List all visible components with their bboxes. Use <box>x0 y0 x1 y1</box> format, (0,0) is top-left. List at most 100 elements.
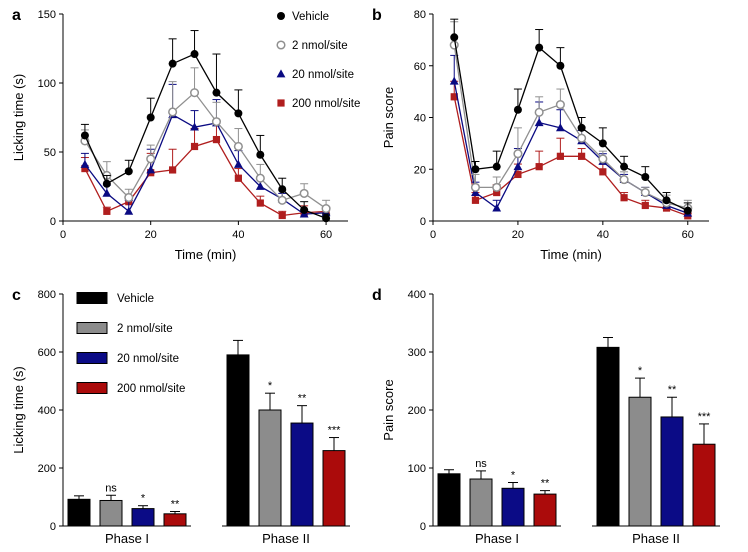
data-point <box>471 196 480 204</box>
x-axis-title: Time (min) <box>175 247 237 262</box>
legend-swatch <box>76 382 108 394</box>
data-point <box>599 168 607 176</box>
x-tick-label: 40 <box>232 229 244 241</box>
bar <box>628 396 652 527</box>
data-point <box>124 192 134 203</box>
bar <box>469 478 493 527</box>
significance-label: * <box>141 493 146 505</box>
data-point <box>450 93 458 101</box>
data-point <box>598 154 608 164</box>
panel-letter: b <box>372 7 382 24</box>
significance-label: * <box>268 380 273 392</box>
significance-label: ** <box>171 499 180 511</box>
data-point <box>662 196 671 205</box>
x-tick-label: 60 <box>682 229 694 241</box>
series-vehicle <box>450 18 692 215</box>
bar <box>596 346 620 527</box>
data-point <box>556 61 565 70</box>
data-point <box>278 185 287 194</box>
data-point <box>555 100 565 110</box>
y-tick-label: 0 <box>420 216 426 228</box>
legend-swatch <box>76 292 108 304</box>
series-line <box>84 138 327 217</box>
significance-label: ** <box>668 384 677 396</box>
data-point <box>640 187 650 198</box>
data-point <box>102 179 111 188</box>
data-point <box>450 33 459 42</box>
series-20-nmol-site <box>449 54 693 217</box>
legend-label: 2 nmol/site <box>292 40 348 52</box>
data-point <box>449 76 459 85</box>
data-point <box>234 174 242 182</box>
data-point <box>470 182 481 192</box>
significance-label: ** <box>298 393 307 405</box>
data-point <box>234 109 243 118</box>
y-tick-label: 100 <box>408 463 426 475</box>
x-tick-label: 20 <box>512 229 524 241</box>
data-point <box>80 159 90 168</box>
data-point <box>534 107 544 117</box>
data-point <box>598 139 607 148</box>
series-line <box>84 91 327 210</box>
data-point <box>300 205 309 214</box>
data-point <box>683 206 692 215</box>
panel-letter: c <box>12 287 21 304</box>
data-point <box>493 188 501 197</box>
category-label: Phase II <box>632 531 680 546</box>
data-point <box>278 211 286 220</box>
data-point <box>233 159 243 168</box>
y-axis-title: Licking time (s) <box>11 366 26 453</box>
data-point <box>124 206 134 215</box>
data-point <box>619 175 629 185</box>
x-tick-label: 0 <box>430 229 436 241</box>
bar <box>163 513 187 527</box>
series-line <box>453 44 688 209</box>
data-point <box>256 150 265 159</box>
category-label: Phase II <box>262 531 310 546</box>
data-point <box>556 152 564 160</box>
category-label: Phase I <box>105 531 149 546</box>
y-tick-label: 40 <box>414 113 426 125</box>
data-point <box>102 188 112 197</box>
legend-label: 20 nmol/site <box>292 69 354 81</box>
data-point <box>211 117 222 127</box>
data-point <box>277 195 287 205</box>
y-axis-title: Licking time (s) <box>11 74 26 161</box>
data-point <box>168 59 177 68</box>
data-point <box>641 173 650 182</box>
data-point <box>80 131 89 140</box>
bar <box>99 499 123 527</box>
panel-letter: d <box>372 287 382 304</box>
data-point <box>255 173 265 183</box>
data-point <box>641 201 649 210</box>
data-point <box>124 167 133 176</box>
data-point <box>146 165 156 174</box>
bar <box>660 416 684 527</box>
legend-swatch <box>76 352 108 364</box>
data-point <box>492 182 502 192</box>
y-tick-label: 800 <box>38 289 56 301</box>
legend-marker <box>277 12 285 20</box>
series-200-nmol-site <box>80 121 331 220</box>
data-point <box>492 203 502 212</box>
y-tick-label: 100 <box>38 78 56 90</box>
panel-letter: a <box>12 7 21 24</box>
legend-label: 20 nmol/site <box>117 353 179 365</box>
y-tick-label: 200 <box>408 405 426 417</box>
series-line <box>453 96 688 217</box>
panel-c: c 0 200 400 600 800 Licking time (s) Phase I ns *… <box>11 287 350 546</box>
legend-swatch <box>76 322 108 334</box>
legend-label: 200 nmol/site <box>117 383 185 395</box>
series-2-nmol-site <box>449 21 693 213</box>
data-point <box>190 50 199 59</box>
series-vehicle <box>80 30 331 223</box>
series-line <box>84 53 327 219</box>
significance-label: *** <box>328 425 342 437</box>
data-point <box>513 149 523 159</box>
bar <box>67 498 91 527</box>
data-point <box>190 122 199 131</box>
data-point <box>514 170 522 179</box>
data-point <box>577 133 587 143</box>
